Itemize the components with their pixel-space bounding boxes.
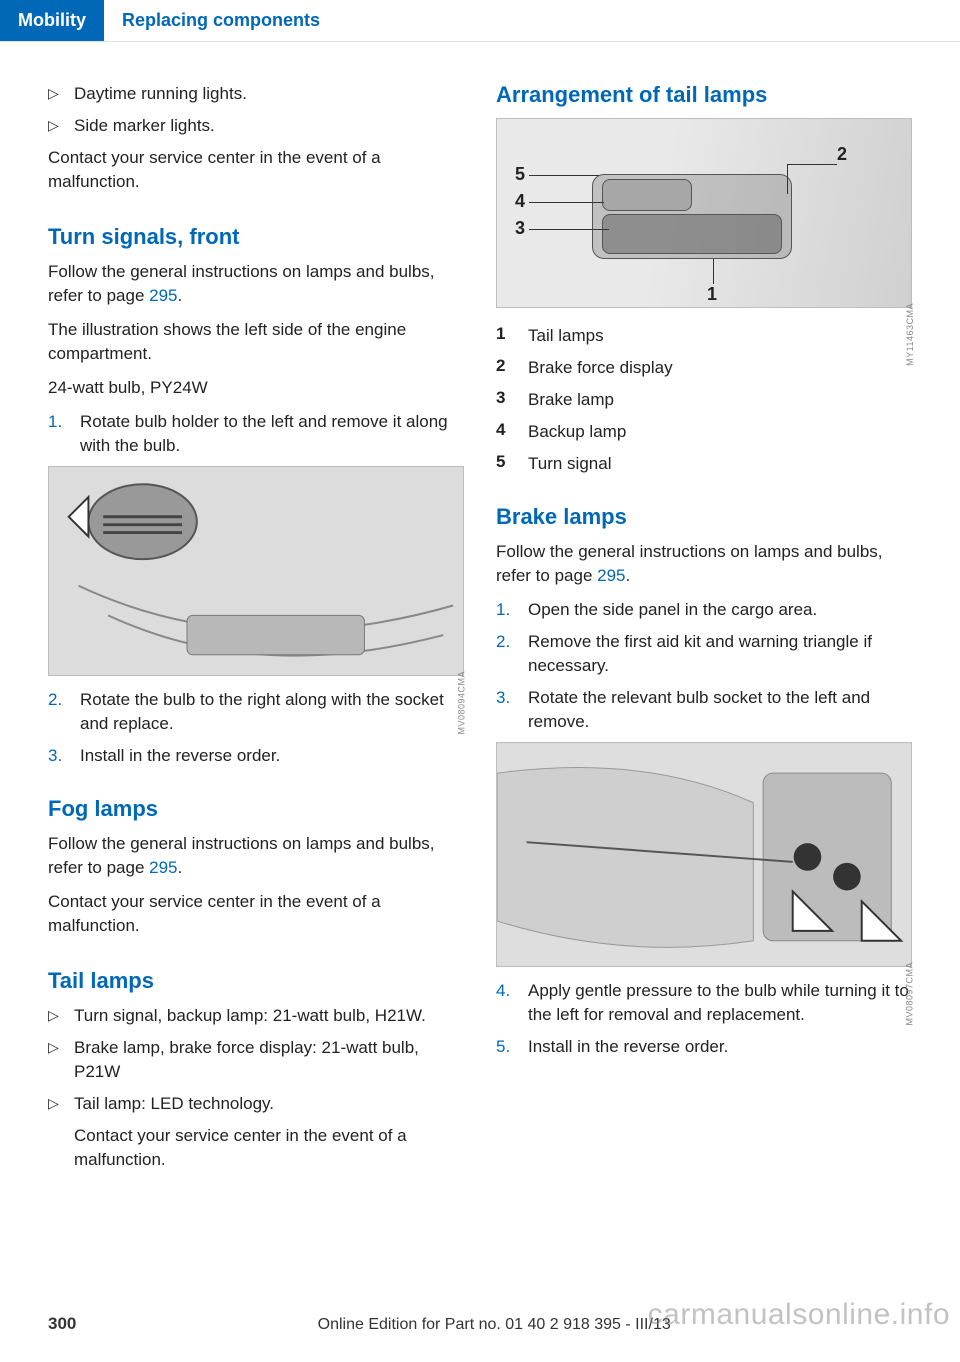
left-column: ▷ Daytime running lights. ▷ Side marker … (48, 82, 464, 1182)
step-text: Install in the reverse order. (528, 1035, 912, 1059)
legend-number: 3 (496, 388, 510, 412)
legend-text: Brake lamp (528, 388, 912, 412)
figure-cargo-panel: MV08097CMA (496, 742, 912, 967)
watermark-text: carmanualsonline.info (648, 1298, 950, 1332)
legend-item: 1 Tail lamps (496, 324, 912, 348)
paragraph: Contact your service center in the event… (48, 890, 464, 938)
legend-text: Brake force display (528, 356, 912, 380)
step-number: 5. (496, 1035, 516, 1059)
step-item: 1. Rotate bulb holder to the left and re… (48, 410, 464, 458)
step-text: Open the side panel in the cargo area. (528, 598, 912, 622)
text-fragment: Follow the general instructions on lamps… (48, 262, 435, 305)
page-reference-link[interactable]: 295 (149, 286, 177, 305)
step-number: 2. (496, 630, 516, 678)
text-fragment: Follow the general instructions on lamps… (496, 542, 883, 585)
callout-1: 1 (707, 284, 717, 305)
bullet-item: ▷ Tail lamp: LED technology. (48, 1092, 464, 1116)
text-fragment: . (178, 286, 183, 305)
heading-arrangement: Arrangement of tail lamps (496, 82, 912, 108)
legend-number: 1 (496, 324, 510, 348)
header-bar: Mobility Replacing components (0, 0, 960, 42)
legend-text: Backup lamp (528, 420, 912, 444)
text-fragment: . (626, 566, 631, 585)
legend-text: Turn signal (528, 452, 912, 476)
legend-item: 3 Brake lamp (496, 388, 912, 412)
heading-brake-lamps: Brake lamps (496, 504, 912, 530)
legend-text: Tail lamps (528, 324, 912, 348)
header-tab-section: Replacing components (104, 0, 338, 41)
bullet-item: ▷ Side marker lights. (48, 114, 464, 138)
paragraph: Follow the general instructions on lamps… (48, 260, 464, 308)
legend-item: 4 Backup lamp (496, 420, 912, 444)
step-number: 1. (496, 598, 516, 622)
heading-fog-lamps: Fog lamps (48, 796, 464, 822)
bullet-item: ▷ Turn signal, backup lamp: 21-watt bulb… (48, 1004, 464, 1028)
paragraph: Contact your service center in the event… (48, 1124, 464, 1172)
step-number: 2. (48, 688, 68, 736)
legend-number: 2 (496, 356, 510, 380)
step-number: 1. (48, 410, 68, 458)
legend-item: 2 Brake force display (496, 356, 912, 380)
step-text: Rotate bulb holder to the left and remov… (80, 410, 464, 458)
figure-engine-compartment: MV08094CMA (48, 466, 464, 676)
figure-tail-lamp-diagram: 5 4 3 2 1 MY11463CMA (496, 118, 912, 308)
page-reference-link[interactable]: 295 (149, 858, 177, 877)
callout-4: 4 (515, 191, 525, 212)
figure-code: MV08097CMA (905, 962, 915, 1026)
paragraph: The illustration shows the left side of … (48, 318, 464, 366)
bullet-text: Brake lamp, brake force display: 21-watt… (74, 1036, 464, 1084)
header-tab-mobility: Mobility (0, 0, 104, 41)
step-text: Apply gentle pressure to the bulb while … (528, 979, 912, 1027)
heading-turn-signals: Turn signals, front (48, 224, 464, 250)
bullet-item: ▷ Daytime running lights. (48, 82, 464, 106)
page-reference-link[interactable]: 295 (597, 566, 625, 585)
triangle-bullet-icon: ▷ (48, 1036, 62, 1084)
paragraph: 24-watt bulb, PY24W (48, 376, 464, 400)
step-item: 2. Rotate the bulb to the right along wi… (48, 688, 464, 736)
step-item: 3. Install in the reverse order. (48, 744, 464, 768)
triangle-bullet-icon: ▷ (48, 114, 62, 138)
cargo-illustration-icon (497, 743, 911, 966)
paragraph: Follow the general instructions on lamps… (48, 832, 464, 880)
step-text: Rotate the relevant bulb socket to the l… (528, 686, 912, 734)
right-column: Arrangement of tail lamps 5 4 3 2 1 MY11… (496, 82, 912, 1182)
step-item: 3. Rotate the relevant bulb socket to th… (496, 686, 912, 734)
figure-code: MY11463CMA (905, 303, 915, 366)
legend-number: 5 (496, 452, 510, 476)
step-item: 4. Apply gentle pressure to the bulb whi… (496, 979, 912, 1027)
bullet-item: ▷ Brake lamp, brake force display: 21-wa… (48, 1036, 464, 1084)
bullet-text: Daytime running lights. (74, 82, 247, 106)
step-text: Remove the first aid kit and warning tri… (528, 630, 912, 678)
legend-number: 4 (496, 420, 510, 444)
content-area: ▷ Daytime running lights. ▷ Side marker … (0, 42, 960, 1182)
step-number: 4. (496, 979, 516, 1027)
callout-3: 3 (515, 218, 525, 239)
callout-2: 2 (837, 144, 847, 165)
triangle-bullet-icon: ▷ (48, 1004, 62, 1028)
step-text: Rotate the bulb to the right along with … (80, 688, 464, 736)
heading-tail-lamps: Tail lamps (48, 968, 464, 994)
page-number: 300 (48, 1314, 76, 1334)
legend-item: 5 Turn signal (496, 452, 912, 476)
bullet-text: Side marker lights. (74, 114, 215, 138)
step-item: 5. Install in the reverse order. (496, 1035, 912, 1059)
bullet-text: Tail lamp: LED technology. (74, 1092, 464, 1116)
engine-illustration-icon (49, 467, 463, 675)
paragraph: Follow the general instructions on lamps… (496, 540, 912, 588)
text-fragment: Follow the general instructions on lamps… (48, 834, 435, 877)
step-number: 3. (48, 744, 68, 768)
callout-5: 5 (515, 164, 525, 185)
step-item: 1. Open the side panel in the cargo area… (496, 598, 912, 622)
paragraph: Contact your service center in the event… (48, 146, 464, 194)
triangle-bullet-icon: ▷ (48, 1092, 62, 1116)
step-text: Install in the reverse order. (80, 744, 464, 768)
figure-code: MV08094CMA (457, 671, 467, 735)
text-fragment: . (178, 858, 183, 877)
bullet-text: Turn signal, backup lamp: 21-watt bulb, … (74, 1004, 464, 1028)
triangle-bullet-icon: ▷ (48, 82, 62, 106)
step-number: 3. (496, 686, 516, 734)
step-item: 2. Remove the first aid kit and warning … (496, 630, 912, 678)
